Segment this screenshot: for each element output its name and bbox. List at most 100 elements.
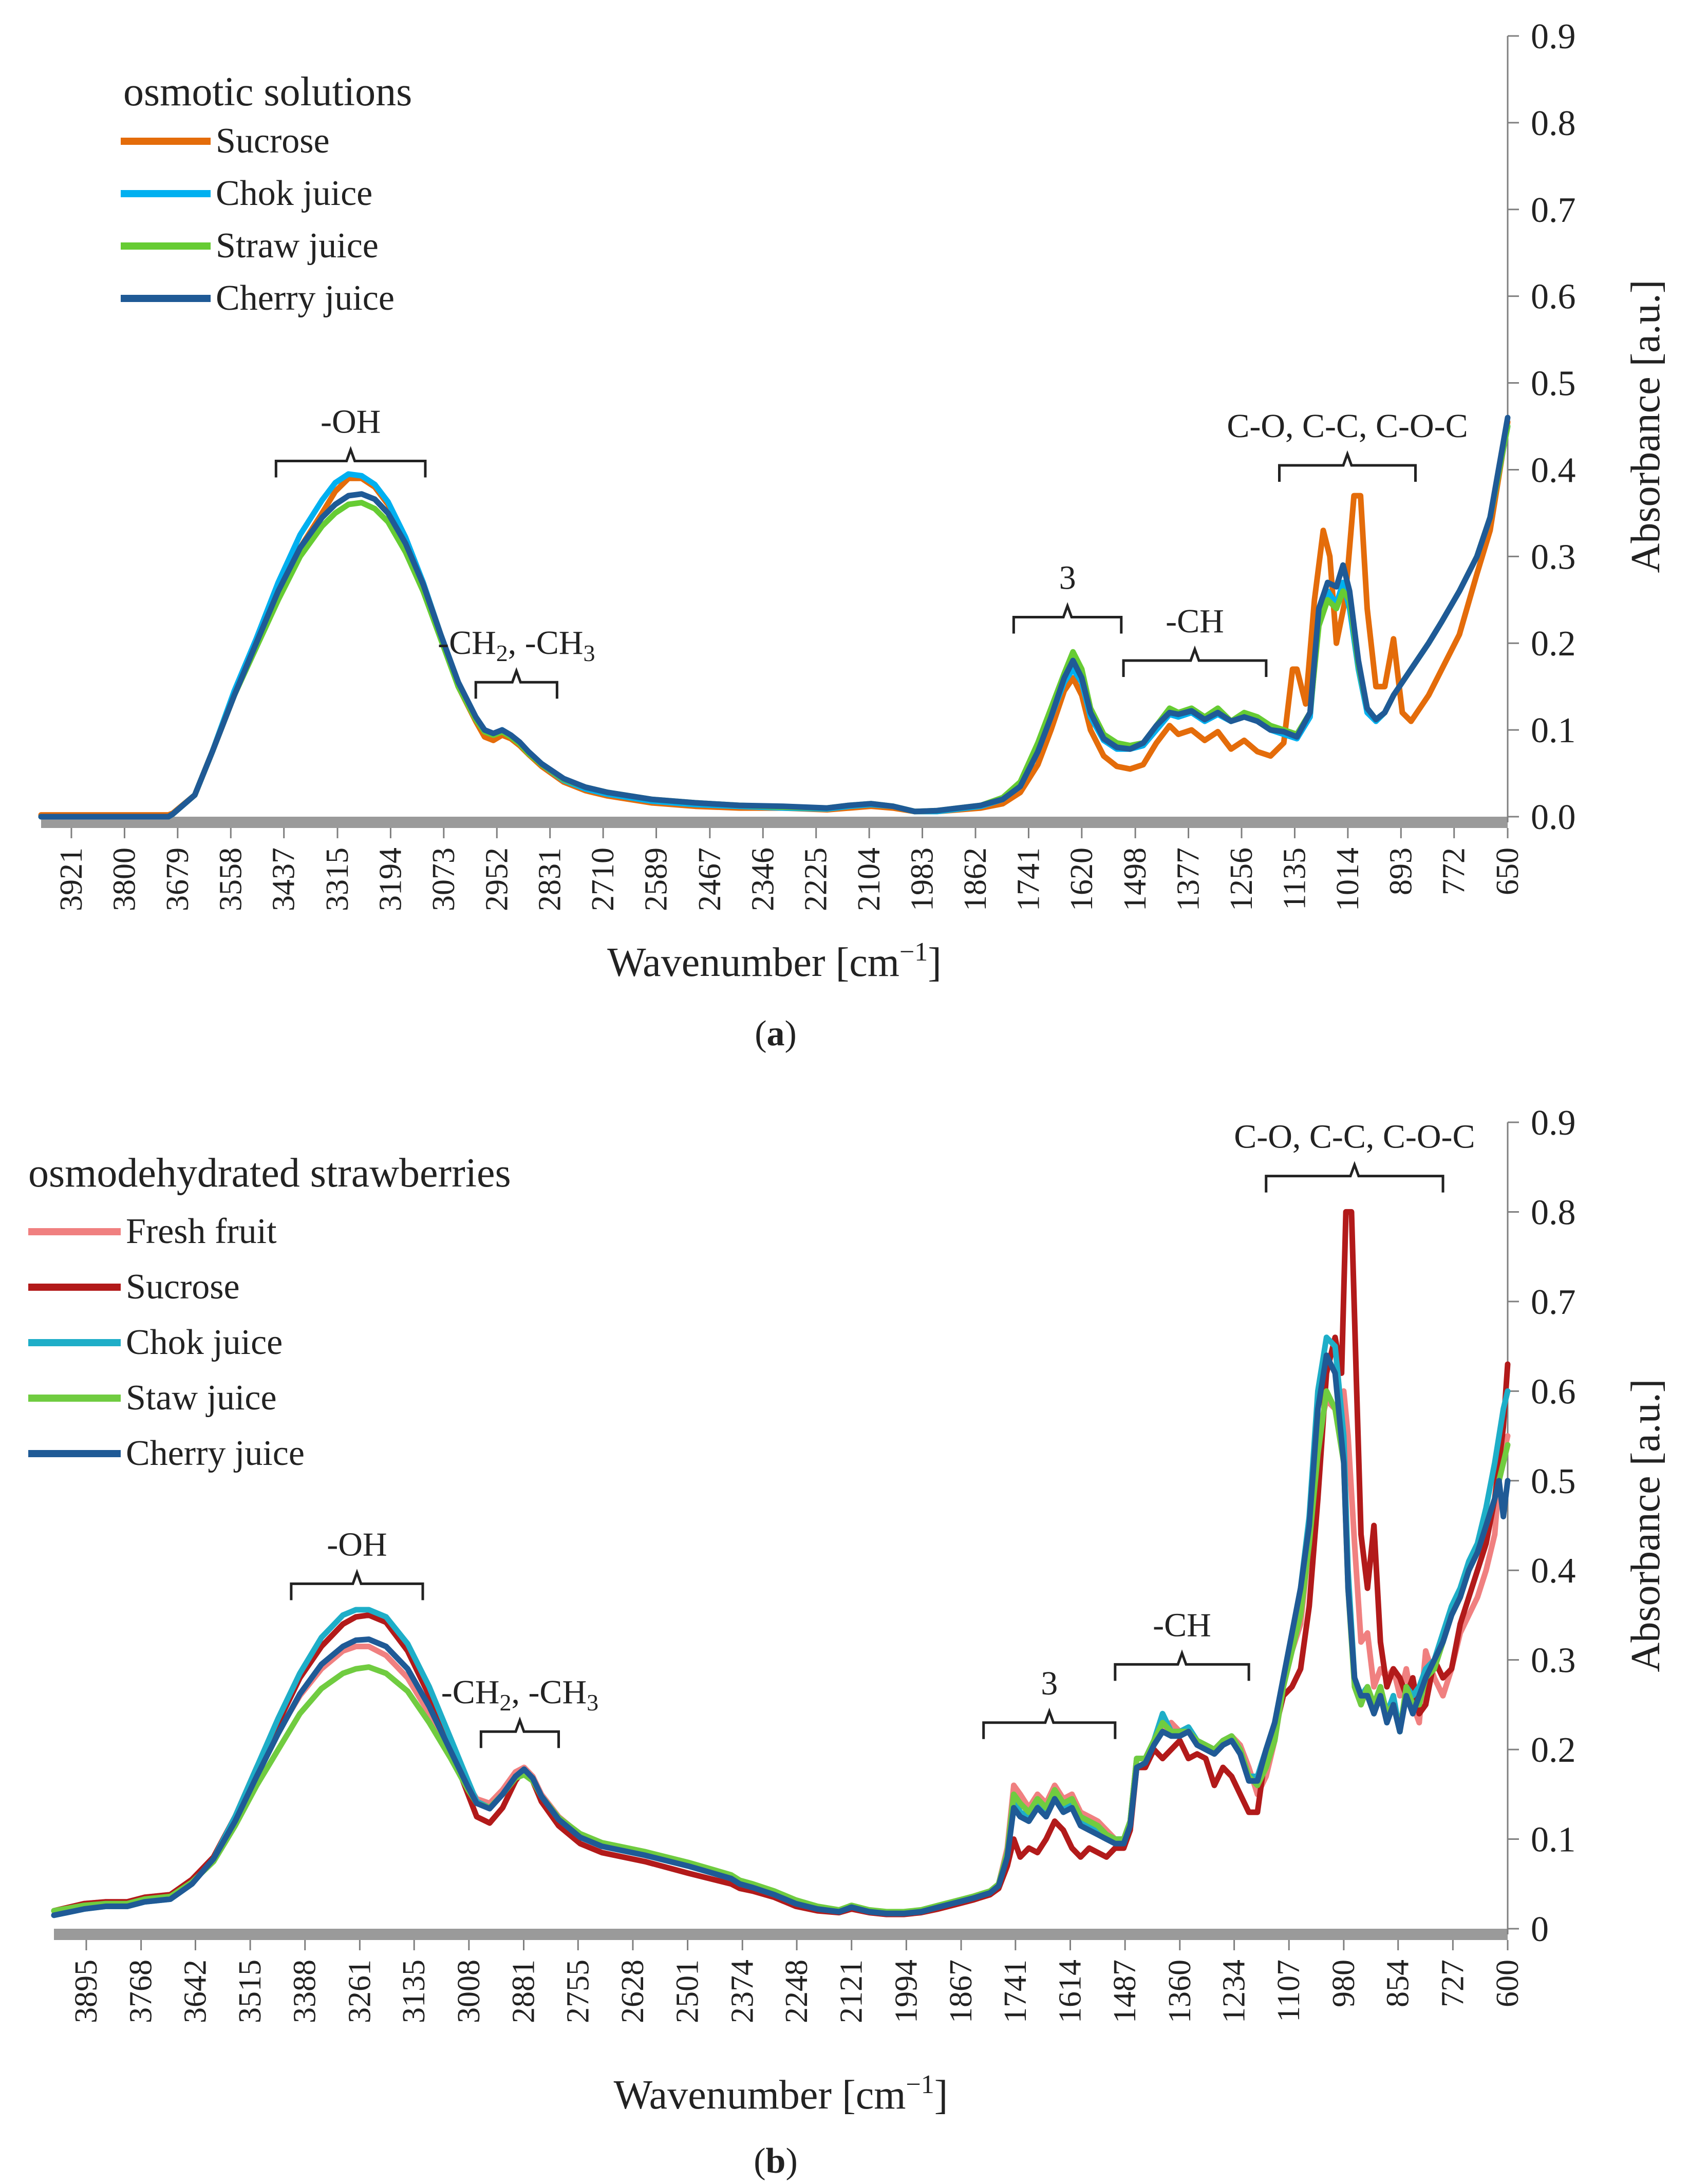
panel-a-legend-label: Sucrose	[216, 121, 330, 161]
panel-b-x-tick-label: 3515	[233, 1960, 268, 2023]
panel-a-x-tick-label: 1620	[1064, 848, 1099, 911]
panel-b-x-tick-label: 727	[1435, 1960, 1470, 2007]
panel-b-x-tick-label: 3261	[342, 1960, 377, 2023]
panel-b-chart: 0 0.1 0.2 0.3 0.4 0.5 0.6 0.7 0.8 0.9 3895 3768 3642…	[28, 1103, 1668, 2181]
panel-a-x-tick-label: 1862	[958, 848, 993, 911]
panel-a-annotation-bracket	[1278, 450, 1417, 482]
panel-b-annotation-label: -CH2, -CH3	[441, 1673, 598, 1716]
panel-a-annotation-bracket	[1012, 602, 1123, 634]
panel-b-x-tick-label: 3388	[288, 1960, 323, 2023]
panel-a-x-tick-label: 1256	[1224, 848, 1259, 911]
panel-b-x-tick-label: 2374	[725, 1960, 760, 2023]
panel-b-annotation-bracket	[982, 1707, 1117, 1739]
panel-b-x-tick-label: 1994	[889, 1960, 924, 2023]
panel-b-x-tick-label: 600	[1490, 1960, 1525, 2007]
panel-a-annotation-bracket	[274, 446, 427, 478]
panel-a-y-tick-label: 0.2	[1531, 624, 1576, 664]
panel-a-annotation-label: C-O, C-C, C-O-C	[1227, 407, 1468, 445]
panel-a-annotation-label: -OH	[321, 403, 381, 441]
panel-a-x-tick-label: 2831	[533, 848, 568, 911]
panel-b-annotation-label: C-O, C-C, C-O-C	[1234, 1118, 1475, 1156]
panel-a-y-axis-title: Absorbance [a.u.]	[1623, 280, 1668, 573]
panel-a-y-tick-label: 0.7	[1531, 191, 1576, 230]
panel-a-y-tick-label: 0.8	[1531, 104, 1576, 143]
panel-a-x-tick-label: 1014	[1330, 848, 1365, 911]
panel-a-y-tick-label: 0.0	[1531, 798, 1576, 837]
panel-a-x-tick-label: 3921	[54, 848, 89, 911]
panel-b-y-tick-label: 0.9	[1531, 1103, 1576, 1143]
panel-b-x-tick-label: 1867	[944, 1960, 979, 2023]
panel-b-annotation-label: -CH	[1153, 1606, 1211, 1644]
panel-b-legend-label: Cherry juice	[126, 1434, 305, 1473]
panel-a-y-tick-label: 0.9	[1531, 17, 1576, 57]
panel-b-x-axis-title: Wavenumber [cm−1]	[614, 2070, 948, 2118]
panel-a-legend-label: Straw juice	[216, 226, 379, 266]
panel-b-x-tick-label: 3642	[178, 1960, 213, 2023]
panel-b-x-axis-band	[54, 1929, 1508, 1940]
panel-a-x-tick-label: 772	[1437, 848, 1472, 895]
panel-a-x-tick-label: 3194	[373, 848, 408, 911]
panel-a-annotation-label: -CH2, -CH3	[438, 624, 595, 666]
panel-b-x-tick-label: 3008	[452, 1960, 486, 2023]
panel-a-x-tick-label: 2467	[692, 848, 727, 911]
panel-b-x-tick-label: 1614	[1053, 1960, 1087, 2023]
panel-b-x-tick-label: 2755	[560, 1960, 595, 2023]
panel-a-x-tick-label: 3679	[160, 848, 195, 911]
panel-b-y-tick-label: 0.2	[1531, 1730, 1576, 1770]
panel-a-panel-label: (a)	[755, 1014, 797, 1053]
panel-b-x-tick-label: 2881	[506, 1960, 541, 2023]
panel-b-y-axis-title: Absorbance [a.u.]	[1623, 1379, 1668, 1672]
panel-b-x-tick-label: 1487	[1108, 1960, 1142, 2023]
panel-b-x-tick-label: 980	[1326, 1960, 1361, 2007]
panel-b-y-tick-label: 0.4	[1531, 1551, 1576, 1591]
panel-b-annotation-bracket	[479, 1716, 560, 1748]
panel-b-x-tick-label: 2248	[779, 1960, 814, 2023]
panel-b-x-tick-label: 2121	[834, 1960, 869, 2023]
panel-b-legend-title: osmodehydrated strawberries	[28, 1151, 511, 1196]
panel-a-x-tick-label: 893	[1383, 848, 1418, 895]
panel-b-y-tick-label: 0.7	[1531, 1283, 1576, 1322]
panel-a-x-axis-band	[41, 817, 1508, 828]
panel-b-x-tick-label: 3895	[69, 1960, 104, 2023]
panel-b-annotation-bracket	[290, 1569, 424, 1601]
panel-a-series-sucrose	[38, 419, 1511, 818]
panel-a-annotation-label: -CH	[1166, 603, 1224, 640]
panel-b-y-tick-label: 0.3	[1531, 1641, 1576, 1681]
panel-b-series-cherry-juice	[51, 1352, 1511, 1918]
panel-b-legend-label: Staw juice	[126, 1378, 277, 1418]
panel-a-legend-title: osmotic solutions	[123, 69, 412, 115]
panel-a-legend-label: Cherry juice	[216, 278, 395, 318]
panel-a-x-tick-label: 1135	[1277, 848, 1312, 910]
panel-b-x-tick-label: 1360	[1162, 1960, 1197, 2023]
panel-b-x-tick-label: 1741	[998, 1960, 1033, 2023]
panel-a-y-tick-label: 0.6	[1531, 277, 1576, 317]
panel-a-annotation-label: 3	[1059, 559, 1076, 597]
panel-a-x-tick-label: 2104	[852, 848, 887, 911]
panel-b-x-tick-label: 854	[1381, 1960, 1416, 2007]
panel-b-annotation-label: -OH	[327, 1526, 387, 1563]
panel-a-x-tick-label: 2346	[745, 848, 780, 911]
panel-b-y-tick-label: 0.6	[1531, 1372, 1576, 1411]
panel-a-series-cherry-juice	[38, 415, 1511, 820]
panel-a-y-tick-label: 0.3	[1531, 537, 1576, 577]
panel-a-y-tick-label: 0.5	[1531, 364, 1576, 404]
panel-a-x-tick-label: 2589	[639, 848, 674, 911]
panel-a-x-tick-label: 2710	[586, 848, 621, 911]
panel-a-series-chok-juice	[38, 423, 1511, 820]
panel-b-y-tick-label: 0.1	[1531, 1820, 1576, 1860]
panel-a-x-tick-label: 1741	[1011, 848, 1046, 911]
panel-b-y-tick-label: 0	[1531, 1910, 1549, 1949]
panel-a-y-tick-label: 0.4	[1531, 450, 1576, 490]
panel-a-x-tick-label: 3558	[213, 848, 248, 911]
panel-b-x-tick-label: 1107	[1271, 1960, 1306, 2022]
panel-a-x-tick-label: 1498	[1118, 848, 1153, 911]
panel-b-x-tick-label: 3768	[124, 1960, 159, 2023]
panel-b-x-tick-label: 3135	[397, 1960, 431, 2023]
panel-a-x-tick-label: 3800	[107, 848, 142, 911]
panel-a-annotation-bracket	[474, 667, 558, 699]
panel-b-annotation-bracket	[1114, 1649, 1250, 1681]
panel-a-x-tick-label: 2225	[799, 848, 834, 911]
panel-b-x-tick-label: 2628	[615, 1960, 650, 2023]
